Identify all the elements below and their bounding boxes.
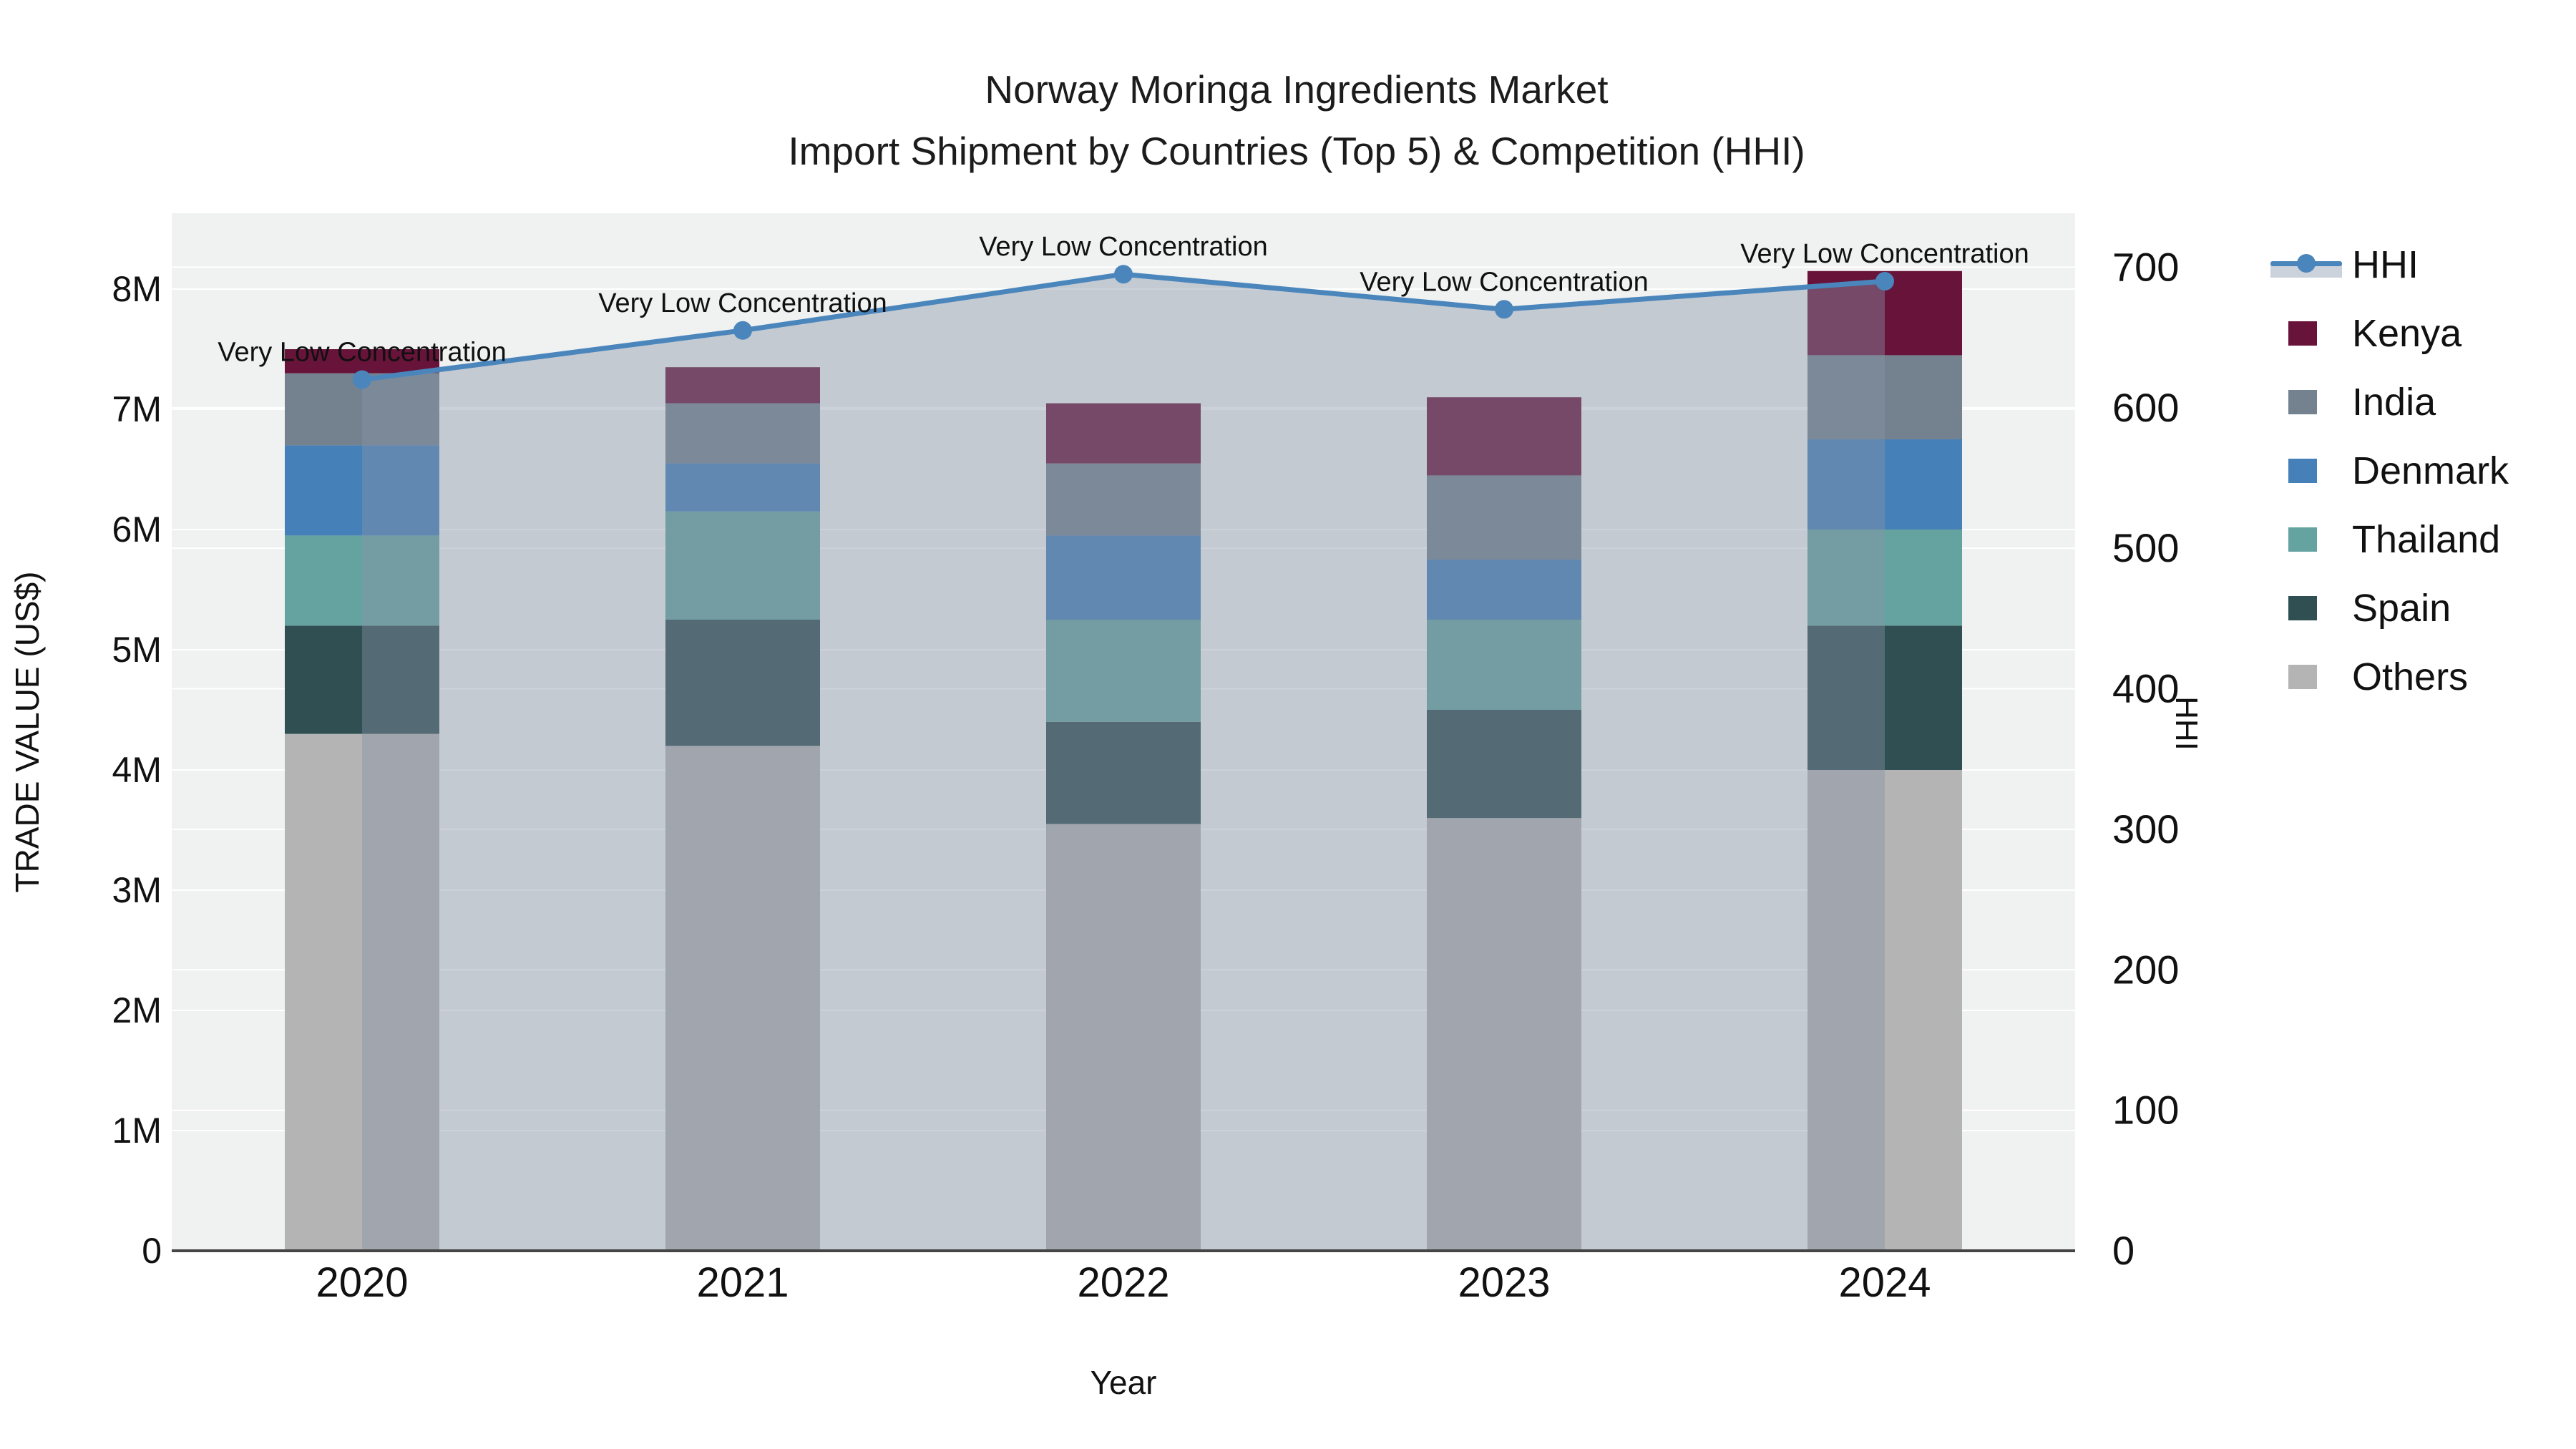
legend-label: Kenya	[2352, 312, 2462, 355]
bar-segment-2024-others	[1807, 770, 1962, 1251]
legend-item-india[interactable]: India	[2270, 368, 2509, 436]
y-right-tick-400: 400	[2112, 666, 2179, 711]
legend-color-swatch	[2288, 596, 2317, 620]
bar-segment-2024-india	[1807, 355, 1962, 439]
x-tick-2022: 2022	[1077, 1259, 1169, 1306]
legend-item-spain[interactable]: Spain	[2270, 574, 2509, 643]
y-left-tick-1M: 1M	[112, 1111, 162, 1151]
annotation-2022: Very Low Concentration	[979, 232, 1267, 262]
x-tick-2020: 2020	[316, 1259, 408, 1306]
bar-segment-2021-kenya	[665, 367, 820, 404]
hhi-marker-2023	[1495, 300, 1513, 319]
y-left-tick-0: 0	[142, 1231, 162, 1271]
bar-segment-2020-kenya	[285, 349, 439, 374]
annotation-2020: Very Low Concentration	[218, 337, 506, 367]
bar-segment-2024-spain	[1807, 625, 1962, 770]
legend-swatch-icon	[2270, 663, 2336, 691]
bar-segment-2022-others	[1046, 824, 1201, 1251]
y-right-tick-100: 100	[2112, 1088, 2179, 1133]
bar-segment-2023-thailand	[1427, 620, 1581, 710]
chart-title: Norway Moringa Ingredients Market	[985, 67, 1609, 112]
y-right-tick-600: 600	[2112, 385, 2179, 430]
bar-segment-2023-denmark	[1427, 560, 1581, 620]
legend-swatch-icon	[2270, 388, 2336, 416]
annotation-2024: Very Low Concentration	[1740, 239, 2029, 269]
bar-segment-2023-others	[1427, 818, 1581, 1251]
y-left-tick-5M: 5M	[112, 630, 162, 670]
bar-segment-2024-thailand	[1807, 530, 1962, 626]
bar-segment-2021-india	[665, 403, 820, 464]
bar-segment-2020-spain	[285, 625, 439, 734]
legend-label: HHI	[2352, 243, 2419, 286]
legend-label: Denmark	[2352, 449, 2509, 492]
bar-segment-2024-denmark	[1807, 439, 1962, 530]
y-right-tick-200: 200	[2112, 947, 2179, 992]
bar-segment-2020-others	[285, 733, 439, 1251]
bar-segment-2023-kenya	[1427, 397, 1581, 476]
bar-segment-2021-spain	[665, 620, 820, 746]
hhi-fill-area	[362, 274, 1885, 1252]
legend: HHI Kenya India Denmark Thailand Spain Others	[2270, 230, 2509, 711]
hhi-marker-2021	[733, 321, 752, 340]
x-tick-2021: 2021	[696, 1259, 789, 1306]
bar-segment-2023-india	[1427, 475, 1581, 560]
legend-line-icon	[2270, 250, 2342, 279]
y-left-tick-7M: 7M	[112, 389, 162, 429]
bar-segment-2023-spain	[1427, 710, 1581, 819]
hhi-marker-2024	[1875, 272, 1894, 291]
x-tick-2023: 2023	[1458, 1259, 1550, 1306]
legend-label: Others	[2352, 655, 2469, 698]
legend-item-kenya[interactable]: Kenya	[2270, 299, 2509, 368]
bar-segment-2021-denmark	[665, 463, 820, 512]
legend-color-swatch	[2288, 390, 2317, 414]
y-right-tick-300: 300	[2112, 806, 2179, 852]
y-left-tick-3M: 3M	[112, 870, 162, 910]
y-right-tick-0: 0	[2112, 1228, 2135, 1273]
legend-swatch-icon	[2270, 457, 2336, 485]
bar-segment-2022-thailand	[1046, 620, 1201, 722]
legend-color-swatch	[2288, 459, 2317, 483]
y-left-tick-2M: 2M	[112, 990, 162, 1030]
chart-subtitle: Import Shipment by Countries (Top 5) & C…	[788, 129, 1805, 173]
legend-swatch-icon	[2270, 319, 2336, 348]
legend-item-others[interactable]: Others	[2270, 643, 2509, 711]
y-right-tick-500: 500	[2112, 525, 2179, 570]
legend-item-thailand[interactable]: Thailand	[2270, 505, 2509, 574]
legend-swatch-icon	[2270, 594, 2336, 623]
y-right-tick-700: 700	[2112, 244, 2179, 289]
bar-segment-2022-spain	[1046, 721, 1201, 824]
legend-label: India	[2352, 381, 2436, 424]
bar-segment-2022-kenya	[1046, 403, 1201, 464]
hhi-marker-2022	[1114, 265, 1133, 284]
bar-segment-2021-others	[665, 746, 820, 1251]
legend-swatch-icon	[2270, 525, 2336, 554]
annotation-2023: Very Low Concentration	[1360, 267, 1648, 297]
y-left-tick-6M: 6M	[112, 509, 162, 550]
legend-item-denmark[interactable]: Denmark	[2270, 436, 2509, 505]
legend-label: Spain	[2352, 587, 2451, 630]
bar-segment-2020-denmark	[285, 445, 439, 536]
hhi-marker-2020	[353, 370, 371, 389]
legend-color-swatch	[2288, 527, 2317, 552]
annotation-2021: Very Low Concentration	[598, 288, 887, 318]
bar-segment-2021-thailand	[665, 511, 820, 620]
legend-line-marker	[2297, 254, 2316, 273]
bar-segment-2020-thailand	[285, 535, 439, 626]
y-left-tick-4M: 4M	[112, 750, 162, 790]
legend-item-hhi[interactable]: HHI	[2270, 230, 2509, 299]
legend-label: Thailand	[2352, 518, 2501, 561]
bar-segment-2022-india	[1046, 463, 1201, 536]
legend-color-swatch	[2288, 665, 2317, 689]
x-axis-title: Year	[1090, 1364, 1157, 1401]
y-left-tick-8M: 8M	[112, 269, 162, 309]
legend-color-swatch	[2288, 321, 2317, 346]
x-tick-2024: 2024	[1838, 1259, 1931, 1306]
bar-segment-2022-denmark	[1046, 535, 1201, 620]
